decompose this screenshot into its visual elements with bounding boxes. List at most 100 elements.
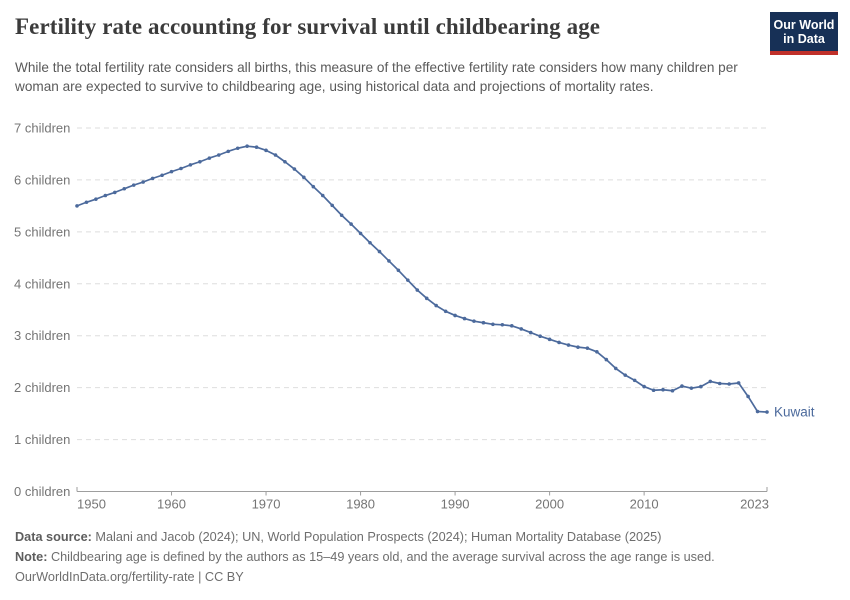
data-point xyxy=(292,167,297,171)
data-point xyxy=(424,296,429,301)
owid-logo[interactable]: Our World in Data xyxy=(770,12,838,55)
data-point xyxy=(604,357,609,362)
data-point xyxy=(491,322,495,327)
owid-logo-line1: Our World xyxy=(773,17,835,32)
data-point xyxy=(500,323,505,327)
y-tick-label: 7 children xyxy=(14,121,70,136)
note-line: Note: Childbearing age is defined by the… xyxy=(15,547,835,567)
data-point xyxy=(235,146,240,151)
x-tick-label: 2010 xyxy=(630,497,659,512)
data-point xyxy=(94,197,98,201)
owid-logo-line2: in Data xyxy=(783,31,825,46)
data-point xyxy=(613,366,618,371)
data-point xyxy=(141,180,145,184)
series-end-label: Kuwait xyxy=(774,405,815,420)
y-tick-label: 0 children xyxy=(14,484,70,499)
data-point xyxy=(188,163,193,167)
data-point xyxy=(717,381,722,386)
data-point xyxy=(528,330,533,335)
data-point xyxy=(273,153,278,157)
y-tick-label: 3 children xyxy=(14,328,70,343)
data-point xyxy=(103,193,108,198)
x-tick-label: 1970 xyxy=(252,497,281,512)
data-point xyxy=(330,203,335,208)
license-link[interactable]: OurWorldInData.org/fertility-rate | CC B… xyxy=(15,570,244,584)
data-point xyxy=(254,145,259,150)
data-point xyxy=(415,288,420,292)
data-point xyxy=(245,144,249,148)
x-tick-label: 2000 xyxy=(535,497,564,512)
x-tick-label: 2023 xyxy=(740,497,769,512)
y-tick-label: 2 children xyxy=(14,380,70,395)
data-point xyxy=(576,345,580,349)
data-point xyxy=(519,327,524,331)
data-point xyxy=(377,249,382,254)
data-point xyxy=(746,394,750,399)
data-point xyxy=(547,337,552,342)
data-point xyxy=(387,259,391,263)
data-point xyxy=(623,373,628,377)
data-source-line: Data source: Malani and Jacob (2024); UN… xyxy=(15,527,835,547)
data-point xyxy=(396,268,401,273)
data-source-text: Malani and Jacob (2024); UN, World Popul… xyxy=(95,530,662,544)
data-point xyxy=(670,388,675,393)
x-tick-label: 1980 xyxy=(346,497,375,512)
data-point xyxy=(765,410,769,414)
data-point xyxy=(179,166,183,171)
data-point xyxy=(216,153,221,157)
note-text: Childbearing age is defined by the autho… xyxy=(50,550,715,564)
data-point xyxy=(226,149,231,154)
data-point xyxy=(160,173,164,178)
data-point xyxy=(302,175,306,180)
fertility-line-chart: 0 children 1 children 2 children 3 children… xyxy=(14,121,815,512)
data-point xyxy=(358,231,363,236)
y-tick-label: 6 children xyxy=(14,172,70,187)
data-point xyxy=(320,193,325,198)
data-point xyxy=(557,340,561,345)
data-point xyxy=(75,204,79,208)
data-point xyxy=(283,159,287,164)
kuwait-line xyxy=(76,145,768,413)
data-point xyxy=(453,313,457,318)
page-footer: Data source: Malani and Jacob (2024); UN… xyxy=(15,527,835,587)
data-point xyxy=(339,213,344,218)
data-point xyxy=(169,169,174,174)
data-point xyxy=(122,186,127,191)
data-point xyxy=(368,240,372,245)
page-subtitle: While the total fertility rate considers… xyxy=(15,60,738,94)
data-point xyxy=(207,156,212,160)
data-point xyxy=(472,319,476,323)
data-point xyxy=(708,379,713,384)
data-point xyxy=(311,184,316,189)
data-point xyxy=(84,200,89,205)
data-point xyxy=(264,148,268,153)
data-point xyxy=(566,343,571,347)
data-point xyxy=(595,350,599,354)
data-point xyxy=(113,190,117,195)
data-point xyxy=(727,382,731,386)
x-tick-label: 1950 xyxy=(77,497,106,512)
note-label: Note: xyxy=(15,550,48,564)
x-tick-label: 1960 xyxy=(157,497,186,512)
data-point xyxy=(755,409,760,414)
data-point xyxy=(689,386,694,390)
data-point xyxy=(661,387,665,392)
data-point xyxy=(642,384,646,389)
y-tick-label: 4 children xyxy=(14,276,70,291)
x-tick-label: 1990 xyxy=(441,497,470,512)
data-point xyxy=(198,159,202,164)
data-point xyxy=(651,388,656,393)
page-title: Fertility rate accounting for survival u… xyxy=(15,14,601,39)
data-point xyxy=(434,303,438,308)
license-line: OurWorldInData.org/fertility-rate | CC B… xyxy=(15,567,835,587)
data-point xyxy=(632,378,637,383)
y-tick-label: 1 children xyxy=(14,432,70,447)
data-source-label: Data source: xyxy=(15,530,92,544)
data-point xyxy=(680,384,684,388)
y-tick-label: 5 children xyxy=(14,224,70,239)
data-point xyxy=(443,309,448,314)
data-point xyxy=(481,320,486,325)
data-point xyxy=(406,278,410,282)
data-point xyxy=(509,324,514,328)
data-point xyxy=(699,384,703,389)
